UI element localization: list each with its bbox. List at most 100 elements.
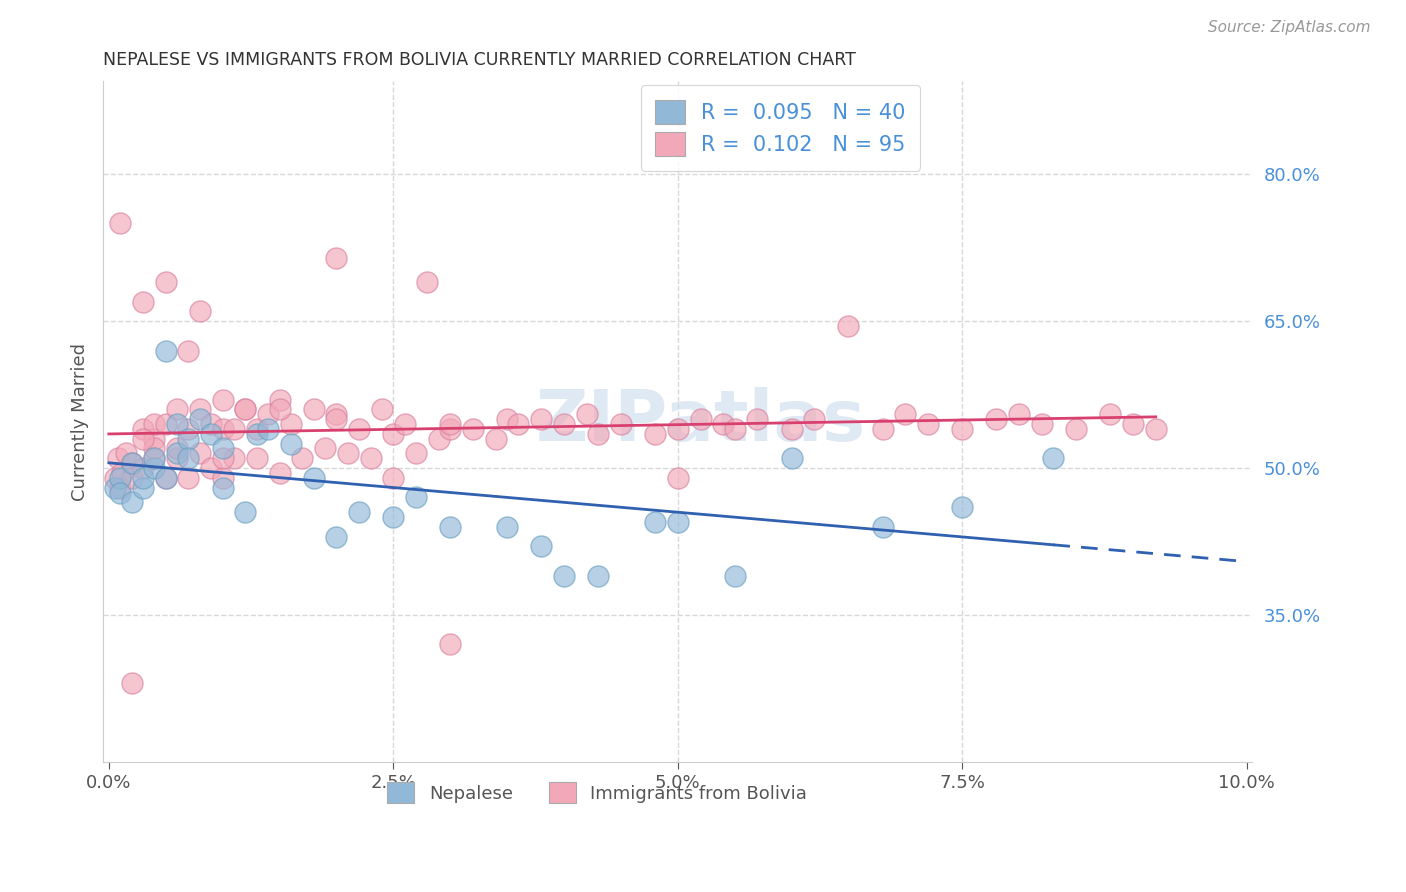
Point [553, 417, 575, 431]
Point [427, 432, 450, 446]
Point [1031, 417, 1053, 431]
Point [325, 251, 347, 265]
Point [347, 422, 370, 436]
Point [724, 568, 747, 582]
Point [360, 451, 382, 466]
Point [496, 520, 519, 534]
Point [166, 442, 188, 456]
Point [235, 402, 257, 417]
Point [530, 540, 553, 554]
Point [177, 343, 200, 358]
Point [246, 451, 269, 466]
Point [108, 485, 131, 500]
Point [111, 466, 134, 480]
Point [143, 451, 166, 466]
Point [439, 637, 461, 651]
Point [121, 456, 143, 470]
Point [132, 461, 155, 475]
Point [143, 461, 166, 475]
Point [508, 417, 530, 431]
Point [108, 481, 131, 495]
Point [1144, 422, 1167, 436]
Point [439, 422, 461, 436]
Point [177, 451, 200, 466]
Point [143, 432, 166, 446]
Point [1042, 451, 1064, 466]
Point [689, 412, 711, 426]
Point [188, 412, 211, 426]
Point [1099, 407, 1122, 421]
Point [177, 471, 200, 485]
Point [553, 568, 575, 582]
Point [724, 422, 747, 436]
Point [950, 422, 973, 436]
Point [314, 442, 336, 456]
Point [121, 471, 143, 485]
Point [325, 407, 347, 421]
Point [132, 471, 155, 485]
Point [103, 481, 125, 495]
Point [222, 451, 245, 466]
Point [188, 446, 211, 460]
Point [155, 471, 177, 485]
Point [586, 568, 609, 582]
Point [155, 275, 177, 289]
Point [177, 432, 200, 446]
Point [747, 412, 769, 426]
Point [575, 407, 598, 421]
Point [586, 426, 609, 441]
Point [177, 422, 200, 436]
Point [291, 451, 314, 466]
Point [269, 392, 291, 407]
Point [872, 422, 894, 436]
Point [121, 495, 143, 509]
Point [666, 515, 689, 529]
Text: Source: ZipAtlas.com: Source: ZipAtlas.com [1208, 20, 1371, 35]
Point [188, 402, 211, 417]
Point [257, 407, 280, 421]
Point [644, 426, 666, 441]
Point [108, 471, 131, 485]
Point [121, 456, 143, 470]
Point [872, 520, 894, 534]
Point [439, 417, 461, 431]
Point [188, 304, 211, 318]
Point [416, 275, 439, 289]
Point [155, 343, 177, 358]
Point [496, 412, 519, 426]
Point [439, 520, 461, 534]
Point [780, 422, 803, 436]
Point [143, 417, 166, 431]
Point [115, 446, 138, 460]
Point [211, 442, 233, 456]
Text: NEPALESE VS IMMIGRANTS FROM BOLIVIA CURRENTLY MARRIED CORRELATION CHART: NEPALESE VS IMMIGRANTS FROM BOLIVIA CURR… [103, 51, 856, 69]
Point [1122, 417, 1144, 431]
Point [257, 422, 280, 436]
Y-axis label: Currently Married: Currently Married [72, 343, 89, 500]
Point [917, 417, 939, 431]
Point [166, 417, 188, 431]
Point [222, 422, 245, 436]
Point [780, 451, 803, 466]
Point [143, 442, 166, 456]
Point [121, 676, 143, 690]
Point [211, 471, 233, 485]
Point [325, 412, 347, 426]
Point [211, 422, 233, 436]
Point [837, 319, 859, 334]
Point [235, 505, 257, 519]
Point [530, 412, 553, 426]
Point [485, 432, 508, 446]
Point [103, 471, 125, 485]
Point [200, 426, 222, 441]
Point [1008, 407, 1031, 421]
Point [155, 417, 177, 431]
Point [132, 294, 155, 309]
Point [336, 446, 359, 460]
Point [143, 451, 166, 466]
Legend: Nepalese, Immigrants from Bolivia: Nepalese, Immigrants from Bolivia [377, 772, 818, 814]
Point [166, 402, 188, 417]
Text: ZIPatlas: ZIPatlas [536, 387, 866, 456]
Point [107, 451, 129, 466]
Point [803, 412, 825, 426]
